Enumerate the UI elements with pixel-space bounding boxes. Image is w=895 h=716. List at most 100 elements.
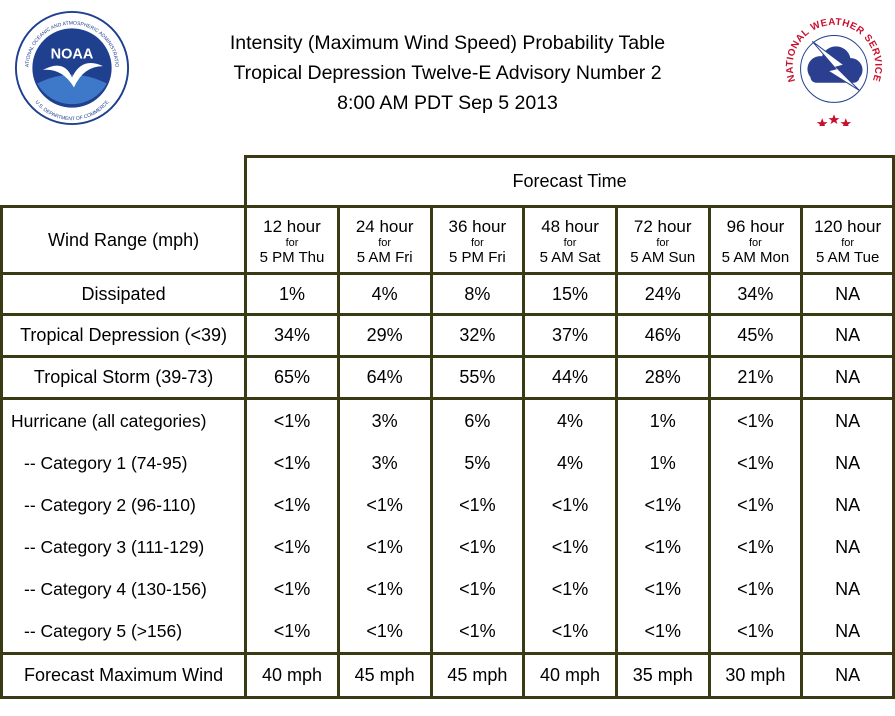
- period-header: 48 hour for 5 AM Sat: [522, 205, 618, 275]
- hurricane-values-column: <1% <1% <1% <1% <1% <1%: [247, 400, 337, 652]
- probability-cell: <1%: [366, 578, 403, 599]
- page-header: NOAA NATIONAL OCEANIC AND ATMOSPHERIC AD…: [0, 0, 895, 150]
- stars-icon: [816, 114, 852, 126]
- period-hour: 72 hour: [633, 217, 692, 237]
- probability-cell: 34%: [244, 313, 340, 358]
- probability-cell: 65%: [244, 355, 340, 400]
- probability-cell: 5%: [464, 452, 491, 473]
- hurricane-label: -- Category 5 (>156): [24, 620, 183, 641]
- probability-cell: 46%: [614, 313, 711, 358]
- probability-cell: <1%: [551, 578, 589, 599]
- period-for: for: [841, 236, 855, 249]
- hurricane-label: Hurricane (all categories): [11, 410, 207, 431]
- probability-cell: NA: [835, 452, 861, 473]
- probability-cell: <1%: [366, 620, 403, 641]
- probability-cell: 1%: [244, 272, 340, 316]
- max-wind-cell: 40 mph: [244, 652, 340, 699]
- period-hour: 120 hour: [814, 217, 882, 237]
- probability-cell: <1%: [551, 494, 589, 515]
- probability-cell: <1%: [459, 578, 496, 599]
- probability-cell: <1%: [459, 536, 496, 557]
- period-hour: 48 hour: [541, 217, 599, 237]
- probability-cell: 3%: [371, 452, 398, 473]
- probability-cell: 21%: [707, 355, 804, 400]
- max-wind-cell: 30 mph: [707, 652, 804, 699]
- probability-cell: NA: [835, 494, 861, 515]
- period-header: 72 hour for 5 AM Sun: [614, 205, 711, 275]
- probability-cell: <1%: [273, 620, 311, 641]
- probability-cell: 28%: [614, 355, 711, 400]
- period-time: 5 AM Tue: [815, 249, 880, 267]
- period-for: for: [656, 236, 670, 249]
- probability-cell: <1%: [644, 536, 681, 557]
- probability-cell: <1%: [737, 494, 774, 515]
- period-time: 5 AM Mon: [721, 249, 790, 267]
- probability-cell: 24%: [614, 272, 711, 316]
- period-hour: 36 hour: [448, 217, 507, 237]
- hurricane-values-column: NA NA NA NA NA NA: [803, 400, 892, 652]
- probability-table: Forecast Time Wind Range (mph) 12 hour fo…: [0, 155, 895, 699]
- period-for: for: [563, 236, 577, 249]
- probability-cell: 29%: [336, 313, 433, 358]
- probability-cell: 4%: [557, 410, 584, 431]
- hurricane-label: -- Category 3 (111-129): [24, 536, 205, 557]
- probability-cell: 44%: [522, 355, 618, 400]
- probability-cell: 6%: [464, 410, 491, 431]
- hurricane-label: -- Category 4 (130-156): [24, 578, 207, 599]
- probability-cell: <1%: [737, 620, 774, 641]
- probability-cell: 3%: [371, 410, 398, 431]
- max-wind-cell: 35 mph: [614, 652, 711, 699]
- table-row: Tropical Depression (<39) 34% 29% 32% 37% 46%…: [0, 313, 895, 358]
- probability-cell: <1%: [273, 410, 311, 431]
- table-row: Dissipated 1% 4% 8% 15% 24% 34% NA: [0, 272, 895, 316]
- forecast-time-header: Forecast Time: [244, 155, 895, 208]
- period-time: 5 AM Sat: [539, 249, 601, 267]
- probability-cell: 32%: [429, 313, 526, 358]
- probability-cell: NA: [835, 620, 861, 641]
- title-line-1: Intensity (Maximum Wind Speed) Probabili…: [229, 32, 666, 54]
- period-for: for: [285, 236, 299, 249]
- period-header: 12 hour for 5 PM Thu: [244, 205, 340, 275]
- probability-cell: <1%: [737, 452, 774, 473]
- row-label: Tropical Storm (39-73): [0, 355, 248, 400]
- probability-cell: <1%: [273, 578, 311, 599]
- probability-cell: <1%: [737, 536, 774, 557]
- probability-cell: 45%: [707, 313, 804, 358]
- hurricane-values-column: 1% 1% <1% <1% <1% <1%: [618, 400, 708, 652]
- probability-cell: <1%: [644, 620, 681, 641]
- max-wind-cell: 45 mph: [429, 652, 526, 699]
- table-row: Tropical Storm (39-73) 65% 64% 55% 44% 28% 21%…: [0, 355, 895, 400]
- noaa-logo-icon: NOAA NATIONAL OCEANIC AND ATMOSPHERIC AD…: [14, 10, 130, 126]
- probability-cell: <1%: [551, 620, 589, 641]
- period-header: 36 hour for 5 PM Fri: [429, 205, 526, 275]
- probability-cell: NA: [835, 536, 861, 557]
- hurricane-values-column: <1% <1% <1% <1% <1% <1%: [711, 400, 801, 652]
- probability-cell: <1%: [551, 536, 589, 557]
- probability-cell: 34%: [707, 272, 804, 316]
- max-wind-cell: 45 mph: [336, 652, 433, 699]
- period-for: for: [749, 236, 762, 249]
- period-for: for: [378, 236, 392, 249]
- probability-cell: <1%: [273, 536, 311, 557]
- probability-cell: <1%: [366, 494, 403, 515]
- max-wind-cell: 40 mph: [522, 652, 618, 699]
- period-header: 96 hour for 5 AM Mon: [707, 205, 804, 275]
- max-wind-label: Forecast Maximum Wind: [0, 652, 248, 699]
- probability-cell: NA: [800, 355, 895, 400]
- hurricane-values-column: 6% 5% <1% <1% <1% <1%: [433, 400, 523, 652]
- max-wind-cell: NA: [800, 652, 895, 699]
- period-time: 5 PM Thu: [259, 249, 325, 267]
- probability-cell: <1%: [737, 578, 774, 599]
- probability-cell: <1%: [366, 536, 403, 557]
- period-header: 24 hour for 5 AM Fri: [336, 205, 433, 275]
- noaa-logo-text: NOAA: [51, 46, 94, 62]
- wind-range-header: Wind Range (mph): [0, 205, 248, 275]
- corner-blank: [1, 156, 248, 208]
- hurricane-values-column: 3% 3% <1% <1% <1% <1%: [340, 400, 430, 652]
- probability-cell: 4%: [557, 452, 584, 473]
- title-line-3: 8:00 AM PDT Sep 5 2013: [337, 92, 558, 114]
- probability-cell: 55%: [429, 355, 526, 400]
- hurricane-label: -- Category 1 (74-95): [24, 452, 188, 473]
- hurricane-values-column: 4% 4% <1% <1% <1% <1%: [525, 400, 615, 652]
- probability-cell: <1%: [273, 452, 311, 473]
